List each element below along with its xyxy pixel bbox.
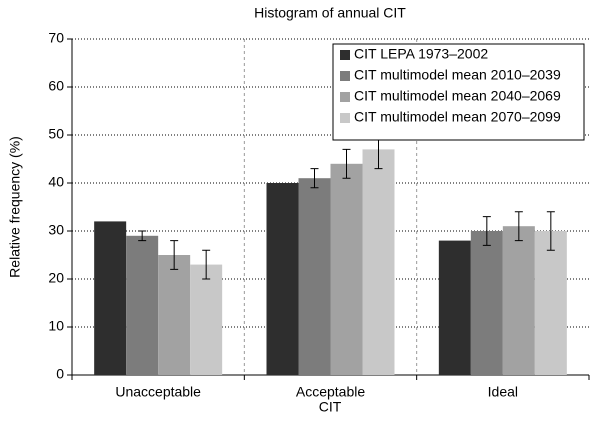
chart-title: Histogram of annual CIT <box>254 5 406 21</box>
y-tick-label: 30 <box>48 222 64 238</box>
bar <box>158 255 191 375</box>
legend-label: CIT multimodel mean 2070–2099 <box>354 109 561 125</box>
bar <box>470 231 503 375</box>
error-bar <box>342 148 351 179</box>
bar <box>330 163 363 375</box>
legend-label: CIT multimodel mean 2040–2069 <box>354 88 561 104</box>
legend-swatch <box>340 113 350 123</box>
x-tick-label: Unacceptable <box>115 384 201 400</box>
y-tick-label: 20 <box>48 270 64 286</box>
y-tick-label: 40 <box>48 174 64 190</box>
x-axis-label: CIT <box>319 399 342 415</box>
legend-swatch <box>340 71 350 81</box>
error-bar <box>482 216 491 246</box>
bar <box>502 226 535 375</box>
legend-swatch <box>340 50 350 60</box>
y-tick-label: 50 <box>48 126 64 142</box>
x-tick-label: Acceptable <box>296 384 365 400</box>
legend-box <box>332 43 585 141</box>
y-axis-label: Relative frequency (%) <box>7 136 23 278</box>
bar <box>126 235 159 375</box>
bar <box>190 264 223 375</box>
bar <box>298 178 331 375</box>
error-bar <box>310 168 319 189</box>
error-bar <box>546 211 555 251</box>
bar <box>94 221 127 375</box>
bar <box>266 183 299 375</box>
bar <box>438 240 471 375</box>
bar <box>534 231 567 375</box>
error-bar <box>202 249 211 280</box>
y-tick-label: 0 <box>56 366 64 382</box>
bar <box>362 149 395 375</box>
legend-swatch <box>340 92 350 102</box>
x-tick-label: Ideal <box>488 384 518 400</box>
error-bar <box>514 211 523 242</box>
y-tick-label: 70 <box>48 30 64 46</box>
y-tick-label: 60 <box>48 78 64 94</box>
legend-label: CIT multimodel mean 2010–2039 <box>354 67 561 83</box>
y-tick-label: 10 <box>48 318 64 334</box>
error-bar <box>138 230 147 242</box>
legend-label: CIT LEPA 1973–2002 <box>354 46 488 62</box>
error-bar <box>170 240 179 270</box>
